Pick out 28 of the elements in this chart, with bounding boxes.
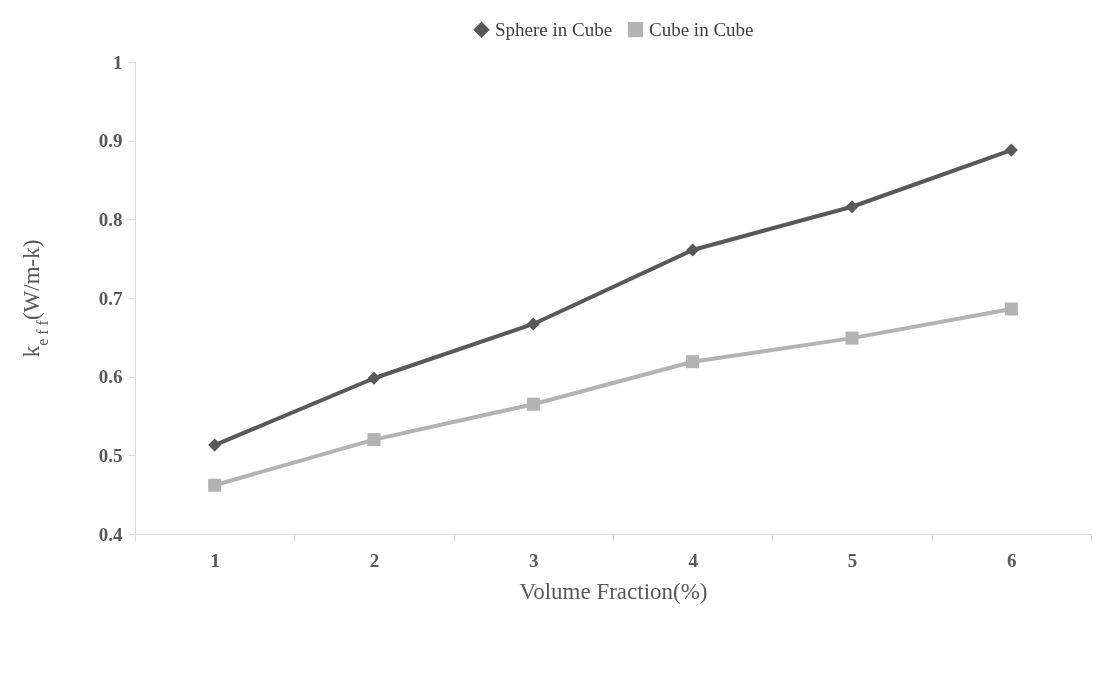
x-tick-label: 5 [847, 549, 858, 571]
y-tick-label: 0.7 [98, 287, 123, 309]
y-tick-label: 1 [113, 51, 123, 73]
point [845, 331, 859, 345]
legend-label: Sphere in Cube [495, 18, 613, 40]
x-axis-title: Volume Fraction(%) [519, 578, 708, 604]
point [367, 371, 381, 385]
legend-label: Cube in Cube [649, 18, 754, 40]
point [686, 355, 700, 369]
x-tick-label: 4 [688, 549, 699, 571]
y-tick-label: 0.6 [98, 366, 123, 388]
point [1004, 143, 1018, 157]
point [686, 243, 700, 257]
point [367, 433, 381, 447]
y-tick-label: 0.8 [98, 208, 123, 230]
point [526, 317, 540, 331]
y-tick-label: 0.5 [98, 444, 123, 466]
point [526, 397, 540, 411]
y-tick-label: 0.9 [98, 130, 123, 152]
y-tick-label: 0.4 [98, 523, 123, 545]
point [208, 478, 222, 492]
point [208, 438, 222, 452]
point [845, 200, 859, 214]
x-tick-label: 2 [369, 549, 380, 571]
x-tick-label: 6 [1007, 549, 1017, 571]
point [1004, 302, 1018, 316]
x-tick-label: 3 [529, 549, 539, 571]
x-tick-label: 1 [210, 549, 220, 571]
